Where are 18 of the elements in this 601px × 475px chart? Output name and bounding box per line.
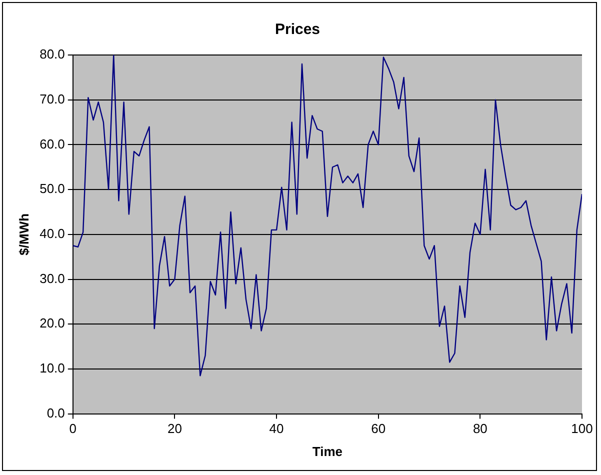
x-tick-label: 40 [269, 421, 284, 436]
y-tick-label: 70.0 [40, 91, 65, 106]
y-tick-label: 80.0 [40, 46, 65, 62]
y-tick-label: 0.0 [46, 405, 65, 420]
y-tick-label: 10.0 [40, 360, 65, 376]
x-tick-label: 20 [167, 421, 182, 436]
y-tick-label: 40.0 [40, 226, 65, 241]
x-tick-label: 60 [371, 421, 386, 436]
x-tick-label: 80 [472, 421, 488, 436]
y-tick-label: 50.0 [40, 181, 65, 196]
y-tick-label: 60.0 [40, 136, 65, 152]
y-tick-label: 30.0 [40, 270, 65, 286]
x-axis-title: Time [312, 444, 343, 459]
x-tick-label: 0 [69, 421, 77, 436]
x-tick-label: 100 [571, 421, 593, 436]
y-tick-label: 20.0 [40, 316, 65, 331]
y-axis-title: $/MWh [16, 213, 32, 256]
chart-title: Prices [274, 21, 320, 38]
